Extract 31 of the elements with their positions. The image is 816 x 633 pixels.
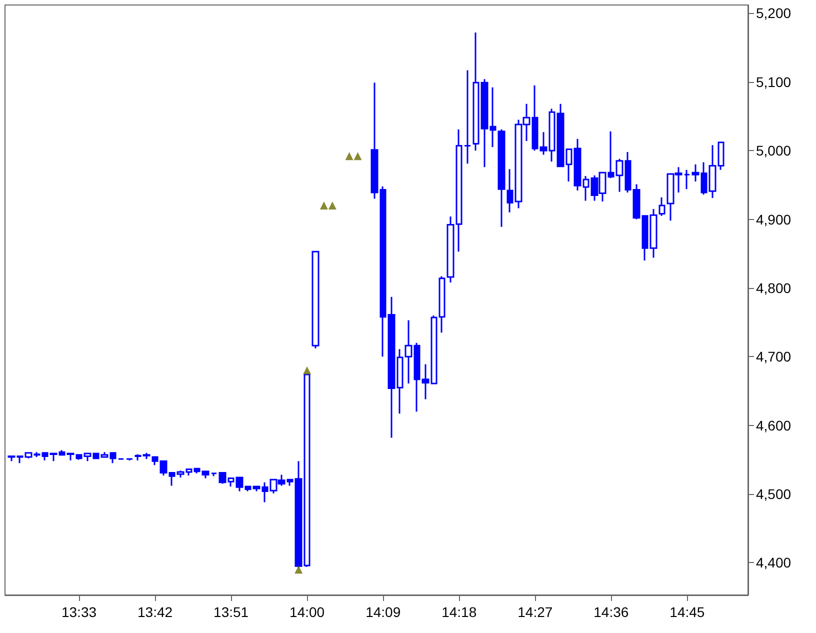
x-tick-label: 14:18 — [442, 604, 477, 620]
y-tick-label: 4,700 — [756, 348, 792, 365]
candlestick — [464, 70, 472, 164]
point — [303, 366, 312, 374]
y-tick-label: 5,000 — [756, 142, 792, 159]
y-tick-label: 5,100 — [756, 74, 792, 90]
candlestick — [312, 250, 320, 350]
x-tick-label: 14:27 — [518, 604, 553, 620]
point — [294, 566, 303, 574]
y-tick-label: 4,900 — [756, 211, 792, 228]
x-tick-label: 14:09 — [366, 604, 401, 620]
point — [320, 202, 328, 210]
candlestick — [684, 169, 690, 190]
x-tick-label: 13:33 — [61, 604, 97, 620]
point — [354, 152, 362, 160]
point — [328, 202, 336, 210]
y-tick-label: 4,800 — [756, 280, 792, 296]
x-tick-label: 14:00 — [290, 604, 325, 620]
x-tick-label: 14:45 — [670, 604, 705, 620]
y-tick-label: 4,500 — [756, 486, 792, 502]
candlestick — [126, 458, 134, 462]
x-tick-label: 14:36 — [594, 604, 629, 620]
y-tick-label: 4,400 — [756, 554, 792, 571]
y-tick-label: 5,200 — [756, 5, 792, 22]
candlestick — [658, 196, 666, 217]
candlestick — [118, 458, 124, 460]
candlestick — [210, 472, 218, 477]
x-tick-label: 13:51 — [214, 604, 249, 620]
y-tick-label: 4,600 — [756, 417, 792, 434]
x-tick-label: 13:42 — [137, 604, 173, 620]
point — [345, 152, 354, 160]
